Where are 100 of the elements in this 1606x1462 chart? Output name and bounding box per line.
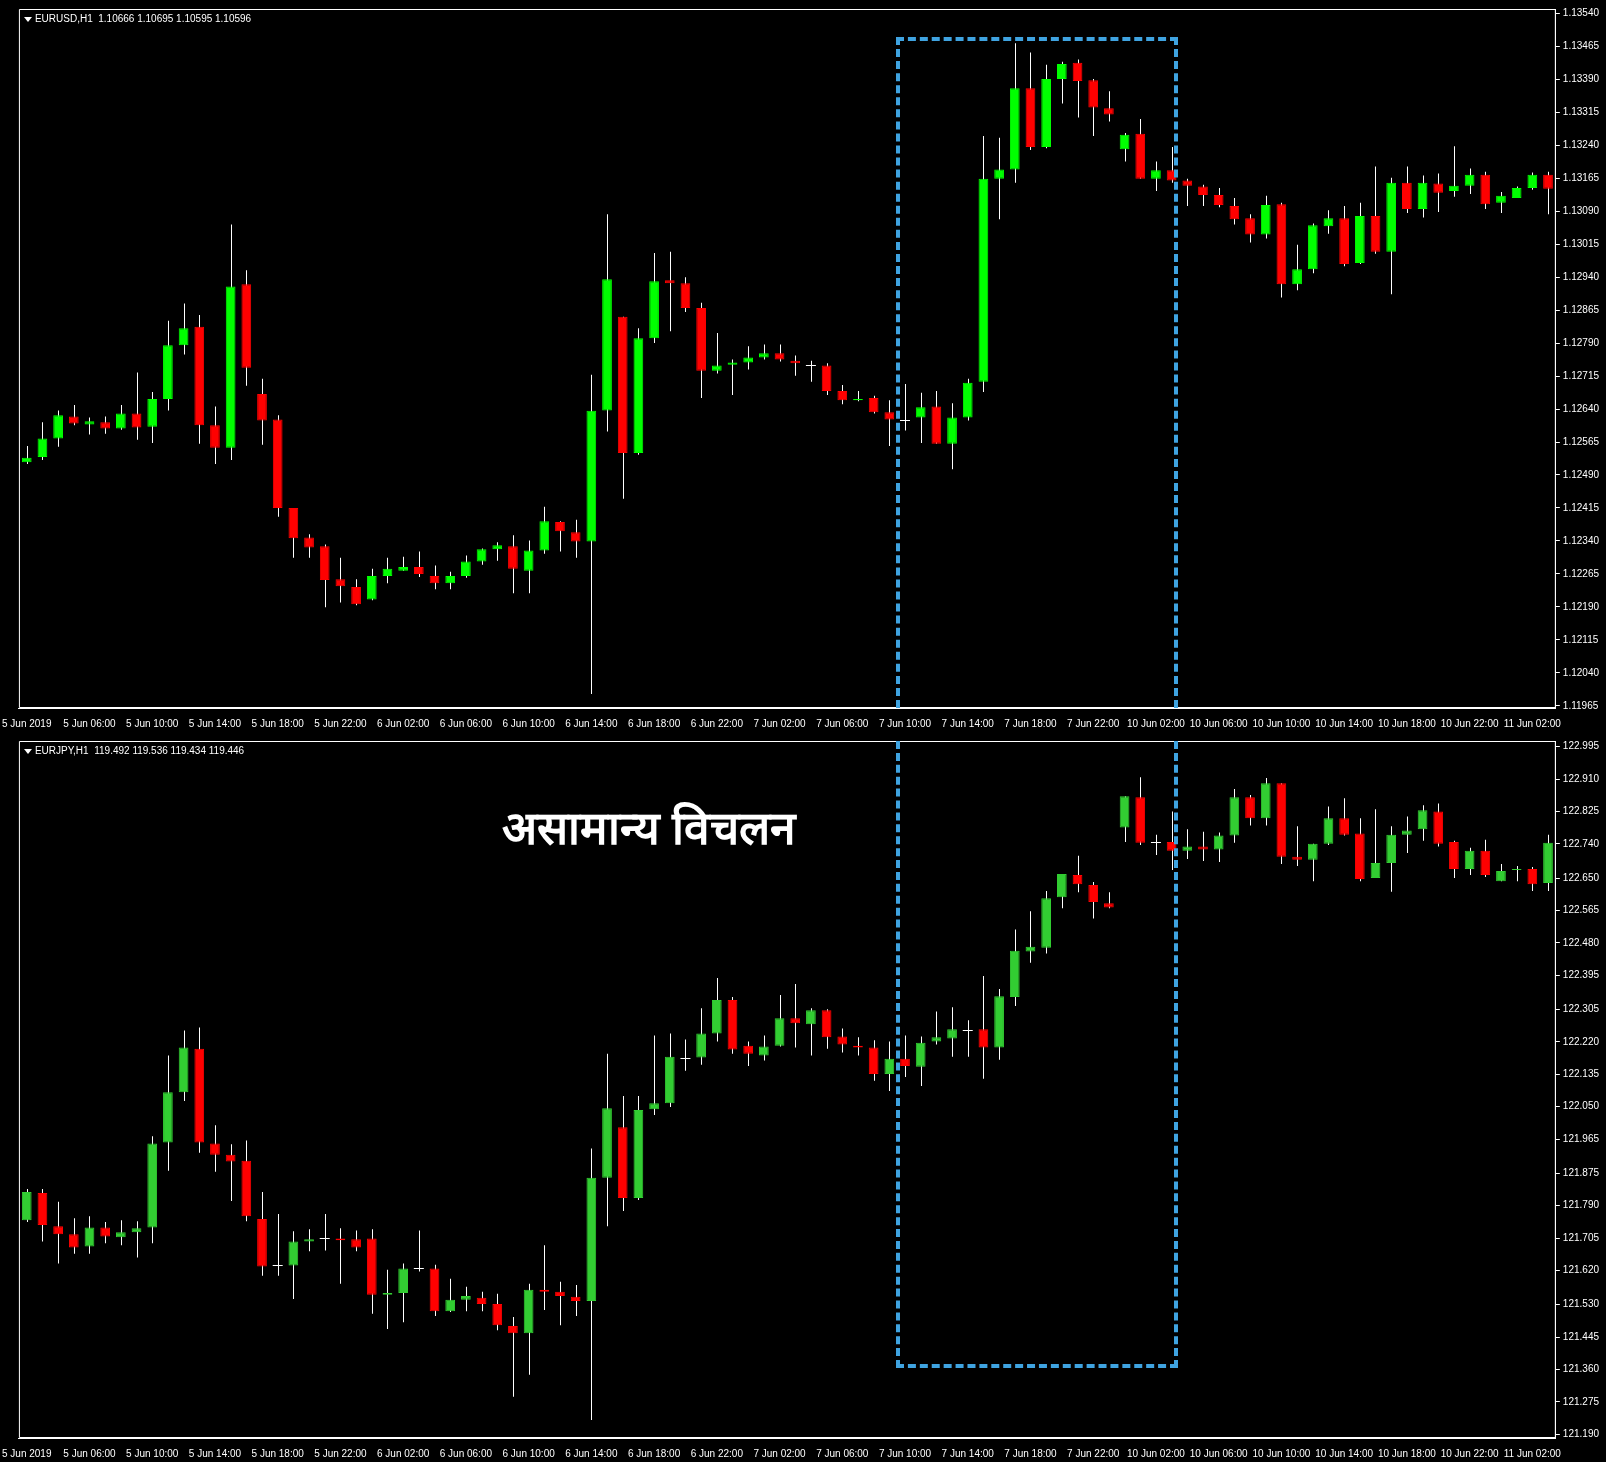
y-tick-label: 1.13390 [1562,73,1600,85]
chart-title: EURJPY,H1 119.492 119.536 119.434 119.446 [34,744,245,756]
x-tick-label: 10 Jun 10:00 [1252,1447,1311,1459]
candlestick [555,1281,565,1326]
y-tick-label: 1.12715 [1562,369,1600,381]
y-tick-label: 1.13240 [1562,139,1600,151]
x-tick-label: 5 Jun 2019 [2,1447,52,1459]
y-tick-label: 121.445 [1562,1330,1600,1342]
candlestick [805,360,816,382]
x-tick-label: 10 Jun 14:00 [1315,717,1374,729]
y-tick-label: 1.12190 [1562,600,1600,612]
x-tick-label: 10 Jun 06:00 [1189,1447,1249,1459]
x-tick-label: 7 Jun 02:00 [753,1447,807,1459]
y-tick-label: 121.360 [1562,1363,1600,1375]
x-tick-label: 6 Jun 10:00 [502,717,556,729]
x-tick-label: 10 Jun 14:00 [1315,1447,1374,1459]
x-tick-label: 7 Jun 10:00 [878,1447,932,1459]
x-tick-label: 5 Jun 06:00 [63,717,117,729]
x-tick-label: 7 Jun 18:00 [1004,1447,1058,1459]
y-tick-label: 1.12490 [1562,468,1600,480]
x-tick-label: 11 Jun 02:00 [1503,1447,1562,1459]
x-tick-label: 7 Jun 10:00 [878,717,932,729]
x-tick-label: 6 Jun 22:00 [690,717,744,729]
y-tick-label: 122.995 [1562,740,1600,752]
y-tick-label: 121.190 [1562,1427,1600,1439]
y-tick-label: 121.790 [1562,1199,1600,1211]
y-tick-label: 1.13540 [1562,7,1600,19]
candlestick [1150,834,1161,855]
y-tick-label: 1.11965 [1562,699,1599,711]
x-tick-label: 5 Jun 14:00 [188,1447,242,1459]
x-tick-label: 5 Jun 18:00 [251,1447,305,1459]
x-tick-label: 7 Jun 14:00 [941,1447,995,1459]
x-tick-label: 5 Jun 18:00 [251,717,305,729]
x-tick-label: 6 Jun 06:00 [439,717,493,729]
x-tick-label: 5 Jun 22:00 [314,1447,367,1459]
y-tick-label: 122.480 [1562,936,1600,948]
x-tick-label: 6 Jun 02:00 [377,717,430,729]
y-tick-label: 122.650 [1562,871,1600,883]
candlestick [1025,911,1036,963]
y-tick-label: 1.12640 [1562,402,1600,414]
x-tick-label: 7 Jun 18:00 [1004,717,1058,729]
y-tick-label: 1.13465 [1562,40,1600,52]
x-tick-label: 5 Jun 14:00 [188,717,242,729]
y-tick-label: 121.705 [1562,1231,1600,1243]
candlestick [664,251,675,332]
x-tick-label: 5 Jun 22:00 [314,717,367,729]
x-tick-label: 7 Jun 06:00 [816,1447,869,1459]
x-tick-label: 10 Jun 22:00 [1440,717,1499,729]
x-tick-label: 5 Jun 10:00 [126,1447,179,1459]
y-tick-label: 121.965 [1562,1132,1600,1144]
x-tick-label: 10 Jun 18:00 [1377,1447,1437,1459]
x-tick-label: 6 Jun 22:00 [690,1447,744,1459]
x-tick-label: 7 Jun 06:00 [816,717,869,729]
y-tick-label: 122.220 [1562,1035,1600,1047]
x-tick-label: 10 Jun 02:00 [1127,1447,1186,1459]
x-tick-label: 5 Jun 06:00 [63,1447,117,1459]
x-tick-label: 11 Jun 02:00 [1503,717,1562,729]
candlestick [790,984,801,1048]
y-tick-label: 1.12040 [1562,666,1600,678]
candlestick [413,1230,424,1272]
candlestick [319,1214,330,1251]
x-tick-label: 7 Jun 22:00 [1067,717,1120,729]
x-tick-label: 7 Jun 14:00 [941,717,995,729]
y-tick-label: 122.135 [1562,1068,1600,1080]
x-tick-label: 6 Jun 14:00 [565,717,618,729]
y-tick-label: 1.12940 [1562,270,1600,282]
y-tick-label: 1.12565 [1562,435,1600,447]
x-tick-label: 6 Jun 18:00 [627,717,681,729]
candlestick [272,1214,283,1276]
x-tick-label: 6 Jun 10:00 [502,1447,556,1459]
candlestick [900,384,911,431]
x-tick-label: 6 Jun 06:00 [439,1447,493,1459]
x-tick-label: 6 Jun 02:00 [377,1447,430,1459]
y-tick-label: 121.275 [1562,1395,1600,1407]
x-tick-label: 10 Jun 22:00 [1440,1447,1499,1459]
y-tick-label: 1.12865 [1562,303,1600,315]
y-tick-label: 122.740 [1562,837,1600,849]
y-tick-label: 121.530 [1562,1298,1600,1310]
x-tick-label: 10 Jun 18:00 [1377,717,1437,729]
y-tick-label: 122.305 [1562,1003,1600,1015]
y-tick-label: 1.12265 [1562,567,1600,579]
y-tick-label: 121.620 [1562,1264,1600,1276]
y-tick-label: 122.825 [1562,805,1600,817]
x-tick-label: 10 Jun 06:00 [1189,717,1249,729]
x-tick-label: 7 Jun 22:00 [1067,1447,1120,1459]
chart-title: EURUSD,H1 1.10666 1.10695 1.10595 1.10596 [34,12,252,24]
x-tick-label: 5 Jun 10:00 [126,717,179,729]
x-tick-label: 7 Jun 02:00 [753,717,807,729]
x-tick-label: 6 Jun 14:00 [565,1447,618,1459]
y-tick-label: 1.12340 [1562,534,1600,546]
candlestick [649,1035,659,1116]
y-tick-label: 1.12415 [1562,501,1600,513]
annotation: असामान्य विचलन [501,802,798,855]
y-tick-label: 1.13315 [1562,106,1600,118]
x-tick-label: 6 Jun 18:00 [627,1447,681,1459]
y-tick-label: 121.875 [1562,1167,1600,1179]
y-tick-label: 1.12115 [1562,633,1599,645]
y-tick-label: 122.050 [1562,1100,1600,1112]
candlestick [727,359,738,395]
x-tick-label: 10 Jun 02:00 [1127,717,1186,729]
